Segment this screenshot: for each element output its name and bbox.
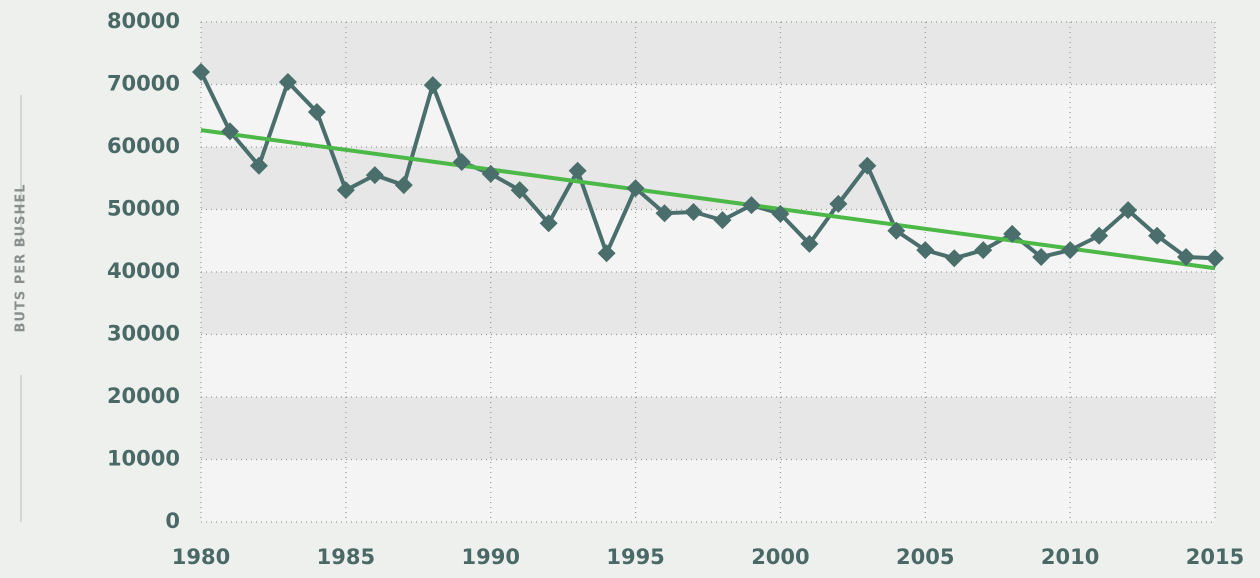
y-tick-label: 10000 bbox=[107, 447, 180, 471]
marker bbox=[1061, 241, 1080, 260]
y-tick-label: 30000 bbox=[107, 322, 180, 346]
marker bbox=[800, 234, 819, 253]
marker bbox=[858, 156, 877, 175]
band bbox=[201, 272, 1215, 335]
marker bbox=[1206, 249, 1224, 268]
y-tick-label: 80000 bbox=[107, 9, 180, 33]
marker bbox=[1003, 224, 1022, 243]
marker bbox=[771, 204, 790, 223]
marker bbox=[278, 73, 297, 91]
marker bbox=[713, 211, 732, 230]
marker bbox=[481, 164, 500, 183]
x-tick-label: 2005 bbox=[896, 545, 954, 569]
marker bbox=[1090, 226, 1109, 245]
marker bbox=[684, 203, 703, 221]
band bbox=[201, 22, 1215, 85]
y-tick-label: 60000 bbox=[107, 134, 180, 158]
marker bbox=[307, 103, 326, 121]
trend-line bbox=[200, 128, 1216, 271]
marker bbox=[568, 161, 587, 180]
y-tick-label: 0 bbox=[165, 509, 180, 533]
marker bbox=[887, 221, 906, 240]
x-tick-label: 1990 bbox=[461, 545, 519, 569]
x-tick-label: 1985 bbox=[317, 545, 375, 569]
marker bbox=[597, 244, 616, 263]
marker bbox=[1032, 248, 1051, 266]
marker bbox=[1119, 201, 1138, 220]
marker bbox=[192, 63, 210, 81]
band bbox=[201, 209, 1215, 272]
band bbox=[201, 334, 1215, 397]
marker bbox=[394, 176, 413, 195]
marker bbox=[655, 204, 674, 223]
marker bbox=[1177, 248, 1196, 266]
y-axis-label: BUTS PER BUSHEL bbox=[14, 183, 29, 332]
x-tick-label: 1995 bbox=[606, 545, 664, 569]
marker bbox=[626, 179, 645, 198]
marker bbox=[974, 241, 993, 260]
marker bbox=[220, 122, 239, 141]
marker bbox=[916, 241, 935, 260]
y-tick-label: 20000 bbox=[107, 384, 180, 408]
band bbox=[201, 459, 1215, 522]
y-tick-label: 50000 bbox=[107, 197, 180, 221]
y-tick-label: 70000 bbox=[107, 72, 180, 96]
marker bbox=[1148, 226, 1167, 245]
band bbox=[201, 84, 1215, 147]
y-tick-label: 40000 bbox=[107, 259, 180, 283]
x-tick-label: 2010 bbox=[1041, 545, 1099, 569]
x-tick-label: 2015 bbox=[1186, 545, 1244, 569]
marker bbox=[336, 181, 355, 200]
marker bbox=[249, 156, 268, 175]
marker bbox=[742, 196, 761, 215]
marker bbox=[452, 153, 471, 171]
marker bbox=[539, 214, 558, 233]
marker bbox=[423, 76, 442, 95]
x-tick-label: 1980 bbox=[172, 545, 230, 569]
marker bbox=[510, 181, 529, 200]
band bbox=[201, 397, 1215, 460]
x-tick-label: 2000 bbox=[751, 545, 809, 569]
marker bbox=[945, 249, 964, 268]
marker bbox=[365, 166, 384, 185]
marker bbox=[829, 194, 848, 213]
